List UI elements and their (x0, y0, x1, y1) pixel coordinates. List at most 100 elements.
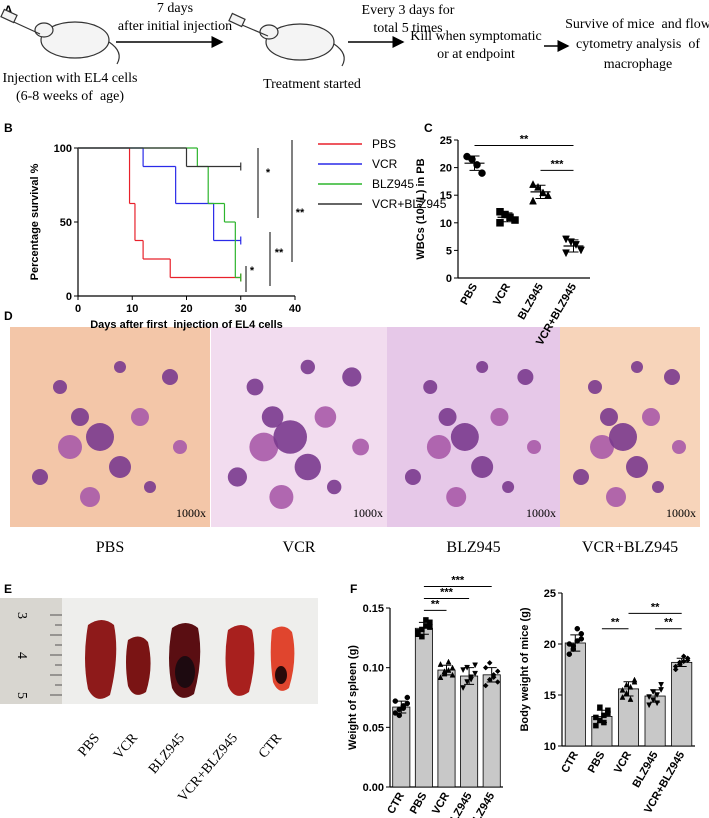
cell (269, 485, 294, 509)
cell (352, 438, 369, 456)
cell (590, 435, 614, 459)
cell (58, 435, 82, 459)
y-axis-label: Body weight of mice (g) (519, 607, 531, 731)
data-point (619, 693, 626, 700)
significance-label: *** (451, 575, 465, 587)
cell (606, 487, 626, 507)
data-point (605, 710, 611, 717)
caption: Kill when symptomatic (410, 29, 541, 44)
y-tick-label: 0.00 (363, 782, 384, 794)
data-point (419, 633, 425, 640)
data-point (672, 663, 679, 670)
data-point (473, 161, 481, 169)
bar (564, 642, 586, 747)
data-point (445, 666, 452, 673)
magnification: 1000x (176, 506, 206, 520)
cell (227, 467, 247, 487)
ruler-number: 3 (14, 612, 29, 619)
caption: macrophage (604, 57, 672, 72)
data-point (619, 686, 626, 693)
x-tick-label: 20 (180, 303, 192, 315)
data-point (478, 169, 486, 177)
bar (482, 674, 501, 788)
y-tick-label: 10 (544, 741, 556, 753)
y-tick-label: 25 (440, 135, 452, 147)
data-point (623, 681, 630, 688)
cell (114, 361, 126, 373)
data-point (392, 710, 399, 716)
cell (664, 369, 680, 385)
cell (71, 408, 89, 426)
x-tick-label: CTR (559, 749, 581, 775)
cell (261, 406, 284, 428)
cell (249, 432, 279, 462)
panel-label: A (4, 3, 13, 17)
data-point (539, 188, 547, 197)
significance-label: ** (611, 617, 620, 629)
significance-label: ** (296, 207, 305, 219)
bar (414, 627, 433, 788)
data-point (404, 700, 411, 707)
caption: Treatment started (263, 77, 361, 92)
data-point (529, 180, 537, 188)
legend-label: VCR (372, 157, 398, 171)
image-label: VCR+BLZ945 (582, 539, 678, 556)
significance-label: ** (520, 134, 529, 146)
data-point (468, 676, 475, 683)
data-point (566, 641, 573, 647)
data-point (544, 191, 552, 199)
cell (314, 406, 337, 428)
x-tick-label: CTR (385, 790, 407, 816)
x-tick-label: 10 (126, 303, 138, 315)
cell (573, 469, 589, 485)
x-tick-label: VCR (430, 790, 452, 816)
data-point (654, 700, 661, 707)
data-point (646, 694, 653, 701)
x-tick-label: VCR (491, 281, 513, 307)
cell (446, 487, 467, 507)
panel-a: A Injection with EL4 cells (6-8 weeks of… (0, 1, 709, 104)
significance-label: *** (551, 158, 565, 170)
data-point (445, 658, 452, 665)
cell (162, 369, 178, 385)
data-point (396, 712, 403, 719)
data-point (680, 653, 687, 660)
panel-label: F (350, 582, 357, 596)
data-point (404, 694, 411, 701)
data-point (400, 705, 407, 711)
spleen-photo (0, 598, 318, 704)
cell (652, 481, 664, 493)
y-axis-label: WBCs (10⁹/L) in PB (415, 158, 427, 259)
data-point (650, 689, 657, 695)
y-tick-label: 15 (440, 190, 452, 202)
cell (327, 479, 342, 495)
data-point (482, 682, 489, 689)
caption: total 5 times (373, 21, 442, 36)
data-point (511, 216, 519, 224)
data-point (460, 667, 467, 674)
y-tick-label: 20 (544, 639, 556, 651)
bar (671, 661, 693, 747)
micrograph (10, 327, 210, 527)
sample-label: BLZ945 (146, 731, 188, 777)
data-point (627, 696, 634, 702)
cell (294, 453, 321, 481)
cell (144, 481, 156, 493)
data-point (646, 702, 653, 709)
cell (588, 380, 602, 394)
cell (246, 378, 264, 396)
data-point (482, 664, 489, 671)
cell (404, 469, 421, 485)
data-point (496, 219, 504, 227)
data-point (468, 155, 476, 164)
y-tick-label: 50 (60, 217, 72, 229)
y-tick-label: 20 (440, 163, 452, 175)
data-point (572, 241, 580, 249)
panel-label: E (4, 582, 12, 596)
data-point (676, 659, 683, 666)
sample-label: VCR (111, 730, 141, 762)
panel-label: B (4, 121, 13, 135)
cell (600, 408, 618, 426)
y-tick-label: 0 (66, 291, 72, 303)
caption: Survive of mice and flow (565, 17, 709, 32)
